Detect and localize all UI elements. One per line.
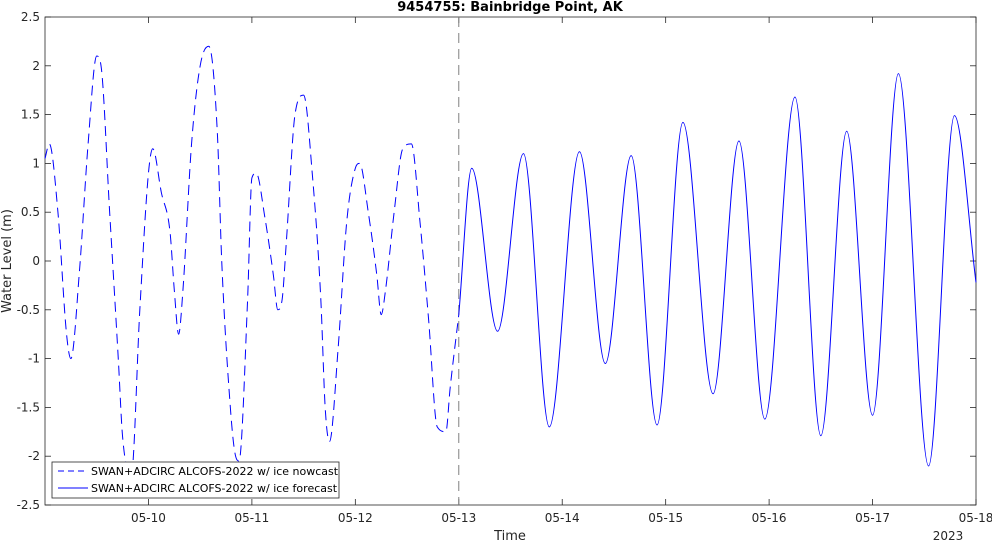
y-tick-label: -2 [28,449,40,463]
x-tick-label: 05-16 [752,511,787,525]
axes-frame [44,16,977,506]
x-tick-label: 05-15 [648,511,683,525]
legend-box [51,461,340,499]
y-tick-label: -0.5 [17,303,40,317]
plot-area: -2.5 -2 -1.5 -1 -0.5 0 0.5 1 1.5 2 2.5 05-10 05-11 05… [17,10,992,525]
y-tick-label: 0 [32,254,40,268]
y-tick-label: -2.5 [17,498,40,512]
y-tick-label: 0.5 [21,205,40,219]
x-tick-label: 05-10 [131,511,166,525]
x-tick-label: 05-12 [338,511,373,525]
chart-title: 9454755: Bainbridge Point, AK [397,0,623,15]
y-tick-label: 1.5 [21,108,40,122]
y-tick-label: 2 [32,59,40,73]
x-tick-label: 05-17 [855,511,890,525]
x-tick-label: 05-13 [441,511,476,525]
legend-label-forecast: SWAN+ADCIRC ALCOFS-2022 w/ ice forecast [91,482,338,495]
y-tick-label: 2.5 [21,10,40,24]
legend-label-nowcast: SWAN+ADCIRC ALCOFS-2022 w/ ice nowcast [91,465,339,478]
legend: SWAN+ADCIRC ALCOFS-2022 w/ ice nowcast S… [51,461,340,499]
x-axis-label: Time [493,529,526,541]
x-tick-label: 05-11 [234,511,269,525]
x-tick-label: 05-18 [959,511,992,525]
y-tick-label: -1.5 [17,400,40,414]
y-tick-label: -1 [28,352,40,366]
y-tick-label: 1 [32,156,40,170]
series-line-forecast [458,73,977,467]
y-axis-label: Water Level (m) [0,209,15,313]
x-axis-year-label: 2023 [933,529,964,541]
series-line-nowcast [44,45,460,477]
x-tick-label: 05-14 [545,511,580,525]
